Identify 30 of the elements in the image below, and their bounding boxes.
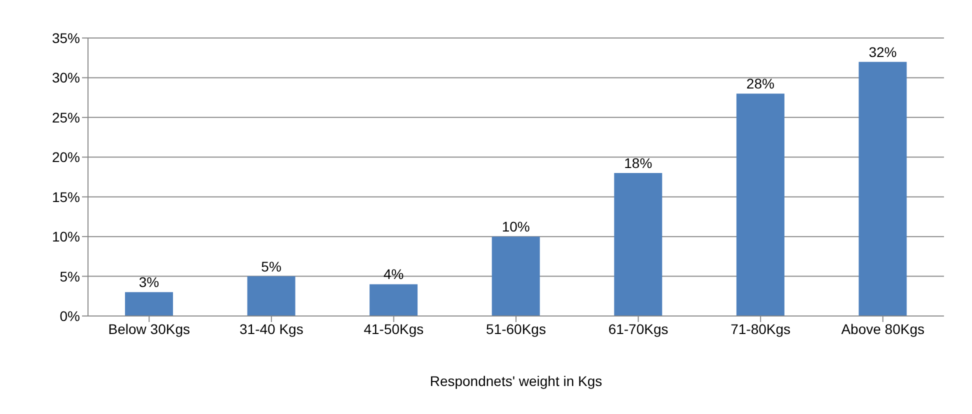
y-tick-label: 10% [52,228,80,245]
x-tick-label: 51-60Kgs [486,320,546,337]
x-tick-label: 31-40 Kgs [240,320,304,337]
x-tick-label: Below 30Kgs [108,320,190,337]
data-label: 28% [746,76,774,92]
y-tick-label: 35% [52,30,80,46]
data-label: 32% [868,44,897,60]
data-label: 3% [138,274,160,290]
bar [370,284,418,316]
data-label: 18% [624,155,652,172]
x-tick-label: 61-70Kgs [608,320,668,337]
bar [614,173,662,316]
bar [858,62,907,316]
bar [125,292,173,316]
data-label: 4% [383,266,404,282]
y-tick-label: 0% [60,308,80,324]
y-tick-label: 15% [52,188,80,205]
y-tick-label: 30% [52,70,80,86]
bar [736,94,784,316]
data-label: 10% [502,218,530,235]
bar [247,276,296,316]
x-axis-title: Respondnets' weight in Kgs [430,373,602,389]
y-tick-label: 25% [52,109,80,126]
bar [492,236,540,316]
y-tick-label: 5% [60,268,80,284]
data-label: 5% [261,258,282,274]
x-tick-label: 41-50Kgs [364,320,424,337]
y-tick-label: 20% [52,149,80,166]
x-tick-label: Above 80Kgs [841,320,925,337]
x-tick-label: 71-80Kgs [730,320,791,337]
